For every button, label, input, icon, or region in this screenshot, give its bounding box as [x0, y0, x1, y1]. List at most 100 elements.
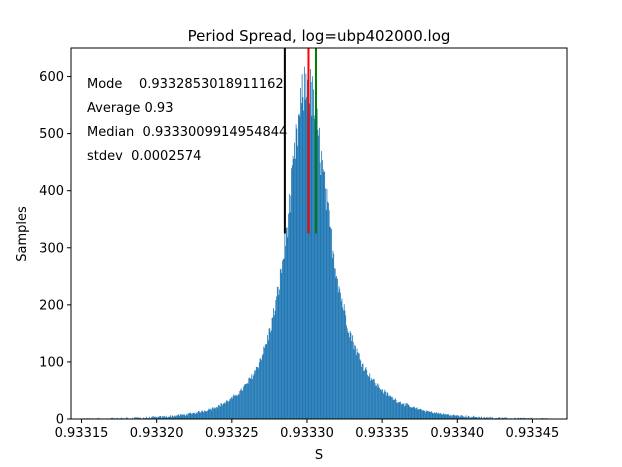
y-tick-label: 600	[39, 70, 64, 85]
histogram-bar	[214, 408, 216, 419]
histogram-bar	[457, 415, 459, 419]
histogram-bar	[114, 417, 116, 419]
histogram-bar	[402, 403, 404, 419]
x-tick-label: 0.93320	[130, 426, 184, 441]
histogram-bar	[368, 376, 370, 419]
histogram-bar	[155, 416, 157, 419]
histogram-bar	[209, 409, 211, 419]
histogram-bar	[255, 366, 257, 419]
histogram-bar	[424, 410, 426, 419]
histogram-bar	[373, 379, 375, 419]
histogram-bar	[325, 188, 326, 419]
histogram-bar	[409, 407, 411, 419]
histogram-bar	[164, 417, 166, 419]
histogram-bar	[462, 416, 464, 419]
histogram-bar	[165, 415, 167, 419]
histogram-bar	[418, 409, 420, 419]
histogram-bars	[82, 66, 548, 420]
histogram-bar	[234, 395, 235, 419]
histogram-bar	[423, 410, 425, 419]
histogram-bar	[264, 347, 265, 419]
histogram-bar	[360, 360, 362, 419]
histogram-bar	[331, 228, 332, 419]
histogram-bar	[386, 391, 388, 419]
histogram-bar	[134, 417, 135, 419]
histogram-bar	[359, 359, 361, 419]
histogram-bar	[485, 417, 487, 419]
histogram-bar	[366, 370, 368, 419]
histogram-bar	[463, 416, 465, 419]
histogram-bar	[524, 417, 525, 419]
histogram-bar	[143, 417, 144, 419]
histogram-bar	[332, 250, 334, 419]
histogram-bar	[158, 416, 160, 419]
histogram-bar	[293, 158, 295, 419]
histogram-bar	[89, 417, 90, 419]
histogram-bar	[334, 268, 335, 419]
histogram-bar	[478, 416, 480, 419]
histogram-bar	[258, 362, 260, 419]
histogram-bar	[227, 401, 229, 419]
histogram-bar	[401, 403, 403, 419]
histogram-bar	[413, 406, 415, 419]
histogram-bar	[327, 201, 329, 419]
histogram-bar	[185, 415, 187, 419]
histogram-bar	[263, 346, 265, 419]
histogram-bar	[278, 295, 280, 419]
histogram-bar	[172, 415, 174, 419]
histogram-bar	[499, 417, 501, 419]
histogram-bar	[460, 415, 462, 419]
histogram-bar	[164, 416, 165, 419]
histogram-bar	[294, 158, 296, 419]
histogram-bar	[203, 412, 205, 419]
histogram-bar	[309, 103, 311, 419]
histogram-bar	[295, 124, 297, 420]
histogram-bar	[146, 417, 148, 419]
histogram-bar	[231, 397, 232, 419]
histogram-bar	[421, 410, 423, 419]
histogram-bar	[381, 390, 383, 419]
histogram-bar	[243, 386, 244, 419]
histogram-bar	[180, 415, 182, 419]
y-tick-label: 200	[39, 298, 64, 313]
histogram-bar	[297, 114, 299, 420]
histogram-bar	[341, 298, 343, 419]
histogram-bar	[168, 416, 170, 419]
histogram-bar	[242, 390, 244, 419]
histogram-bar	[452, 414, 454, 419]
histogram-bar	[351, 341, 353, 419]
histogram-bar	[216, 407, 217, 419]
histogram-bar	[364, 370, 365, 419]
histogram-bar	[154, 416, 156, 419]
histogram-bar	[480, 417, 482, 419]
histogram-bar	[420, 408, 422, 419]
histogram-bar	[408, 404, 410, 419]
histogram-bar	[162, 417, 164, 419]
histogram-bar	[175, 416, 177, 419]
histogram-bar	[514, 417, 516, 419]
histogram-bar	[398, 402, 400, 419]
histogram-bar	[315, 101, 317, 419]
histogram-bar	[388, 395, 389, 419]
histogram-bar	[379, 387, 380, 419]
histogram-bar	[445, 414, 447, 419]
y-tick-label: 300	[39, 241, 64, 256]
x-tick-label: 0.93315	[55, 426, 109, 441]
histogram-bar	[306, 79, 308, 420]
histogram-bar	[438, 413, 440, 419]
histogram-bar	[488, 416, 490, 419]
histogram-bar	[436, 411, 438, 419]
histogram-bar	[344, 310, 346, 419]
x-tick-label: 0.93325	[205, 426, 259, 441]
histogram-bar	[232, 396, 234, 419]
histogram-bar	[290, 195, 292, 419]
histogram-bar	[498, 417, 500, 419]
x-tick-label: 0.93335	[355, 426, 409, 441]
statistic-annotations: Mode 0.9332853018911162 Average 0.93 Med…	[87, 77, 287, 164]
histogram-bar	[112, 417, 114, 419]
histogram-bar	[205, 411, 207, 419]
histogram-bar	[321, 151, 323, 419]
histogram-bar	[439, 413, 441, 419]
histogram-bar	[372, 379, 374, 419]
histogram-bar	[228, 401, 229, 419]
